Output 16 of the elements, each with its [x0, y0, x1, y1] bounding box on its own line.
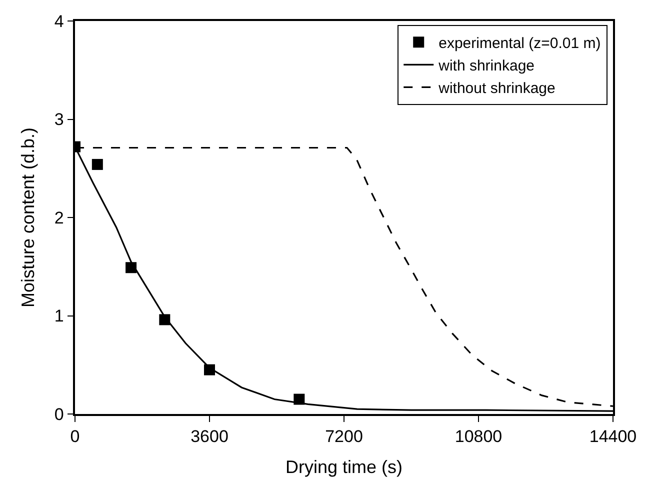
legend-label: experimental (z=0.01 m)	[438, 35, 601, 52]
y-axis-title: Moisture content (d.b.)	[18, 127, 38, 308]
y-tick-label: 2	[54, 208, 64, 228]
legend-label: without shrinkage	[438, 80, 556, 98]
legend-label: with shrinkage	[438, 58, 535, 75]
point	[92, 158, 103, 170]
x-tick-label: 7200	[325, 427, 363, 446]
x-tick-label: 14400	[589, 427, 637, 446]
x-tick-label: 3600	[190, 427, 228, 446]
x-tick-label: 10800	[454, 427, 502, 446]
y-tick-label: 3	[54, 110, 64, 130]
x-axis-title: Drying time (s)	[285, 456, 403, 477]
y-tick-label: 1	[54, 306, 64, 326]
y-tick-label: 4	[54, 12, 64, 31]
y-tick-label: 0	[54, 404, 64, 424]
x-tick-label: 0	[70, 427, 80, 446]
